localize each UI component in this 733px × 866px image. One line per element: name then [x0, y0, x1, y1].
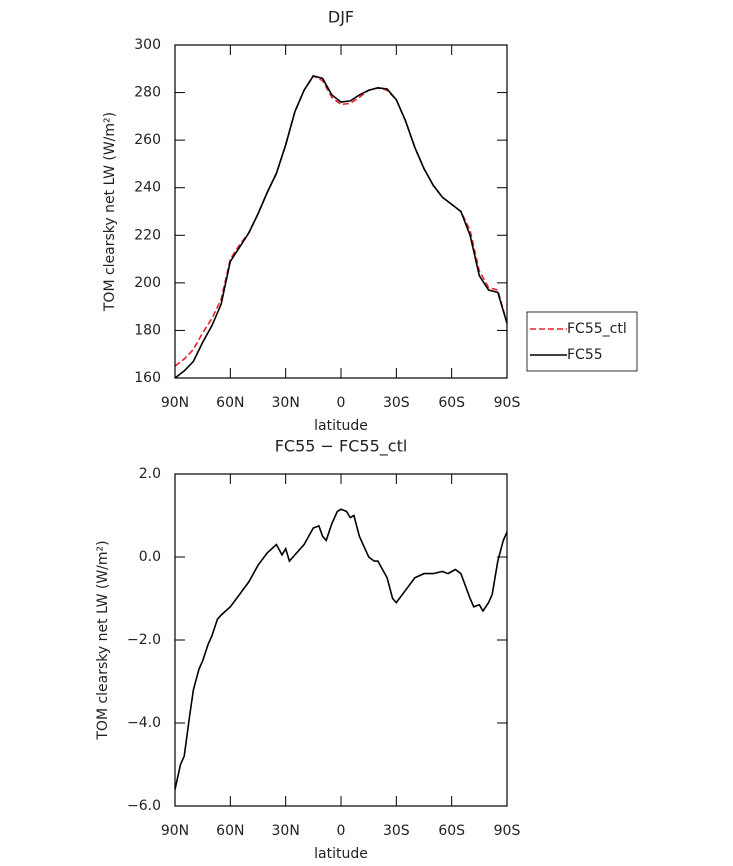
x-tick-label: 30N [272, 395, 300, 411]
x-tick-label: 90S [494, 395, 521, 411]
x-tick-label: 0 [337, 395, 346, 411]
y-tick-label: −4.0 [127, 715, 161, 731]
x-axis-label: latitude [314, 418, 368, 434]
y-tick-label: 0.0 [139, 549, 161, 565]
chart-title: FC55 − FC55_ctl [275, 437, 408, 457]
y-tick-label: 2.0 [139, 466, 161, 482]
x-tick-label: 30N [272, 823, 300, 839]
y-tick-label: 280 [134, 85, 161, 101]
y-tick-label: 200 [134, 275, 161, 291]
x-tick-label: 90S [494, 823, 521, 839]
legend-box [526, 311, 638, 372]
y-tick-label: −2.0 [127, 632, 161, 648]
y-tick-label: 300 [134, 37, 161, 53]
x-tick-label: 0 [337, 823, 346, 839]
legend-label: FC55 [567, 347, 603, 363]
plot-frame [174, 44, 508, 379]
y-tick-label: 240 [134, 180, 161, 196]
y-axis-label: TOM clearsky net LW (W/m²) [95, 540, 111, 740]
x-tick-label: 90N [161, 823, 189, 839]
chart-title: DJF [328, 8, 354, 27]
legend-label: FC55_ctl [567, 321, 627, 337]
data-line [174, 74, 508, 367]
x-tick-label: 30S [383, 823, 410, 839]
x-tick-label: 60N [216, 395, 244, 411]
plot-frame [174, 473, 508, 807]
x-tick-label: 60N [216, 823, 244, 839]
x-tick-label: 60S [438, 395, 465, 411]
y-tick-label: 220 [134, 227, 161, 243]
y-tick-label: 180 [134, 322, 161, 338]
y-tick-label: 160 [134, 370, 161, 386]
x-tick-label: 60S [438, 823, 465, 839]
x-axis-label: latitude [314, 846, 368, 862]
y-tick-label: 260 [134, 132, 161, 148]
y-tick-label: −6.0 [127, 798, 161, 814]
data-line [174, 74, 508, 379]
y-axis-label: TOM clearsky net LW (W/m²) [102, 112, 118, 312]
data-line [174, 508, 508, 790]
x-tick-label: 30S [383, 395, 410, 411]
x-tick-label: 90N [161, 395, 189, 411]
